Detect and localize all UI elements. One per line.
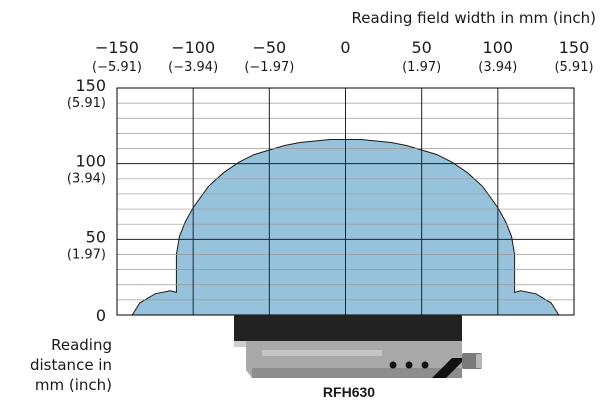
device-led-2 (405, 361, 413, 369)
x-tick-label: 0 (340, 38, 350, 57)
device-led-3 (421, 361, 429, 369)
x-tick-sublabel: (3.94) (478, 60, 517, 75)
y-axis-title: Reading distance in mm (inch) (30, 336, 112, 394)
y-tick-label: 50 (86, 227, 106, 246)
grid (117, 88, 574, 315)
y-axis-title-line-1: Reading (51, 336, 112, 354)
device-label: RFH630 (323, 384, 375, 400)
y-tick-label: 100 (75, 152, 106, 171)
x-tick-label: −100 (171, 38, 215, 57)
y-tick-sublabel: (1.97) (67, 247, 106, 262)
x-tick-sublabel: (−5.91) (92, 60, 142, 75)
x-tick-sublabel: (1.97) (402, 60, 441, 75)
x-tick-labels: −150 (−5.91) −100 (−3.94) −50 (−1.97) 0 50 (1.97… (92, 38, 594, 75)
x-tick-sublabel: (−3.94) (168, 60, 218, 75)
x-tick-label: 150 (559, 38, 590, 57)
y-axis-title-line-2: distance in (30, 356, 112, 374)
x-tick-label: −50 (252, 38, 286, 57)
device-antenna-top (234, 315, 462, 341)
device-connector-base (432, 358, 466, 378)
x-tick-label: 50 (411, 38, 431, 57)
y-tick-label: 150 (75, 76, 106, 95)
x-tick-label: −150 (95, 38, 139, 57)
device-housing-edge (234, 341, 246, 347)
device-housing-shade (252, 368, 462, 378)
y-tick-sublabel: (5.91) (67, 96, 106, 111)
y-axis-title-line-3: mm (inch) (35, 376, 112, 394)
device-housing-highlight (262, 350, 382, 356)
x-tick-label: 100 (483, 38, 514, 57)
rfh630-device-illustration: RFH630 (234, 315, 482, 400)
x-tick-sublabel: (−1.97) (244, 60, 294, 75)
x-tick-sublabel: (5.91) (554, 60, 593, 75)
y-tick-labels: 0 50(1.97) 100(3.94) 150(5.91) (67, 76, 106, 325)
device-led-1 (389, 361, 397, 369)
device-connector-tip (476, 354, 482, 368)
y-tick-label: 0 (96, 306, 106, 325)
y-tick-sublabel: (3.94) (67, 172, 106, 187)
x-axis-title: Reading field width in mm (inch) (352, 9, 596, 27)
